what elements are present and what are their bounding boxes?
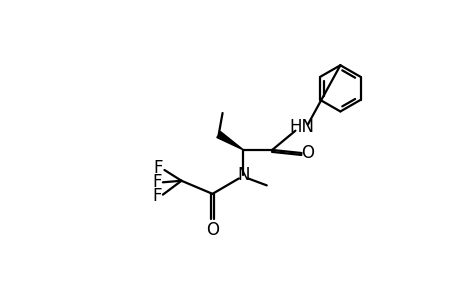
Text: O: O (206, 221, 218, 239)
Text: HN: HN (289, 118, 313, 136)
Text: F: F (151, 173, 161, 191)
Polygon shape (216, 132, 243, 150)
Text: F: F (151, 187, 161, 205)
Text: F: F (153, 159, 162, 177)
Text: N: N (237, 166, 249, 184)
Text: O: O (301, 144, 313, 162)
